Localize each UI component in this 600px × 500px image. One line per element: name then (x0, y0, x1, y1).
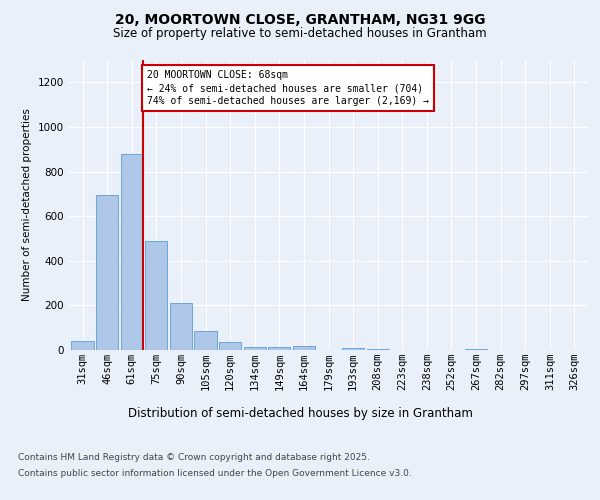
Bar (219, 342, 241, 350)
Y-axis label: Number of semi-detached properties: Number of semi-detached properties (22, 108, 32, 302)
Text: Contains public sector information licensed under the Open Government Licence v3: Contains public sector information licen… (18, 468, 412, 477)
Text: 20, MOORTOWN CLOSE, GRANTHAM, NG31 9GG: 20, MOORTOWN CLOSE, GRANTHAM, NG31 9GG (115, 12, 485, 26)
Bar (194, 331, 217, 350)
Bar (268, 346, 290, 350)
Text: 20 MOORTOWN CLOSE: 68sqm
← 24% of semi-detached houses are smaller (704)
74% of : 20 MOORTOWN CLOSE: 68sqm ← 24% of semi-d… (147, 70, 429, 106)
Text: Distribution of semi-detached houses by size in Grantham: Distribution of semi-detached houses by … (128, 408, 472, 420)
Text: Size of property relative to semi-detached houses in Grantham: Size of property relative to semi-detach… (113, 28, 487, 40)
Bar (170, 303, 192, 350)
Bar (367, 349, 389, 350)
Bar (145, 240, 167, 350)
Bar (342, 348, 364, 350)
Text: Contains HM Land Registry data © Crown copyright and database right 2025.: Contains HM Land Registry data © Crown c… (18, 454, 370, 462)
Bar (96, 195, 118, 350)
Bar (121, 154, 143, 350)
Bar (71, 341, 94, 350)
Bar (244, 346, 266, 350)
Bar (465, 349, 487, 350)
Bar (293, 346, 315, 350)
